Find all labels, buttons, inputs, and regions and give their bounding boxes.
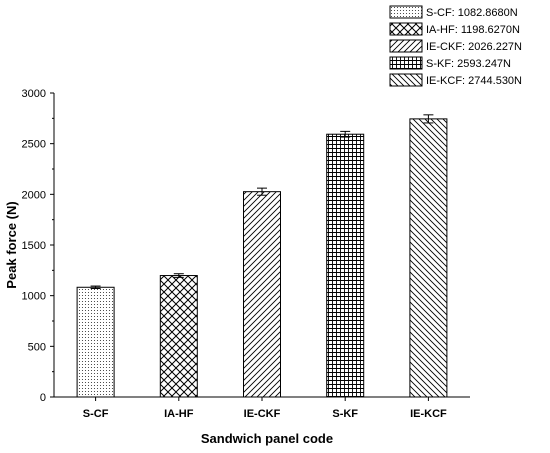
bar-ia-hf <box>159 275 198 398</box>
legend-item: S-CF: 1082.8680N <box>389 5 518 19</box>
bar-ie-kcf <box>409 118 448 398</box>
legend-swatch <box>389 73 423 87</box>
y-ticks: 0 500 1000 1500 2000 2500 3000 <box>22 88 54 404</box>
y-tick-label: 3000 <box>22 88 46 100</box>
y-axis-title: Peak force (N) <box>4 201 19 288</box>
legend-label: S-KF: 2593.247N <box>426 58 511 70</box>
x-ticks: S-CF IA-HF IE-CKF S-KF IE-KCF <box>83 397 447 420</box>
error-bar-ie-ckf <box>257 187 267 196</box>
legend-label: S-CF: 1082.8680N <box>426 7 518 19</box>
bar-s-cf <box>76 286 115 398</box>
y-tick-label: 2500 <box>22 139 46 151</box>
legend-swatch <box>389 56 423 70</box>
y-tick-label: 0 <box>40 392 46 404</box>
legend-label: IE-CKF: 2026.227N <box>426 41 522 53</box>
bar-ie-ckf <box>243 191 281 398</box>
x-tick-label: IA-HF <box>164 408 194 420</box>
y-tick-label: 500 <box>28 341 46 353</box>
legend-label: IA-HF: 1198.6270N <box>426 24 520 36</box>
legend-item: IE-CKF: 2026.227N <box>389 39 522 53</box>
error-bar-ie-kcf <box>423 114 434 124</box>
x-tick-label: S-CF <box>83 408 109 420</box>
y-tick-label: 2000 <box>22 189 46 201</box>
bar-s-kf <box>326 133 365 398</box>
y-tick-label: 1500 <box>22 240 46 252</box>
error-bar-s-cf <box>90 285 101 289</box>
legend-swatch <box>389 22 423 36</box>
legend: S-CF: 1082.8680N IA-HF: 1198.6270N IE-CKF:… <box>389 5 522 87</box>
x-tick-label: IE-CKF <box>244 408 281 420</box>
legend-item: IE-KCF: 2744.530N <box>389 73 522 87</box>
legend-label: IE-KCF: 2744.530N <box>426 75 522 87</box>
legend-item: S-KF: 2593.247N <box>389 56 511 70</box>
error-bar-s-kf <box>340 130 351 138</box>
error-bar-ia-hf <box>173 273 184 278</box>
bars <box>76 114 448 398</box>
y-tick-label: 1000 <box>22 291 46 303</box>
legend-swatch <box>389 5 423 19</box>
x-axis-title: Sandwich panel code <box>201 431 333 446</box>
legend-swatch <box>389 39 423 53</box>
legend-item: IA-HF: 1198.6270N <box>389 22 520 36</box>
x-tick-label: IE-KCF <box>410 408 447 420</box>
x-tick-label: S-KF <box>332 408 358 420</box>
